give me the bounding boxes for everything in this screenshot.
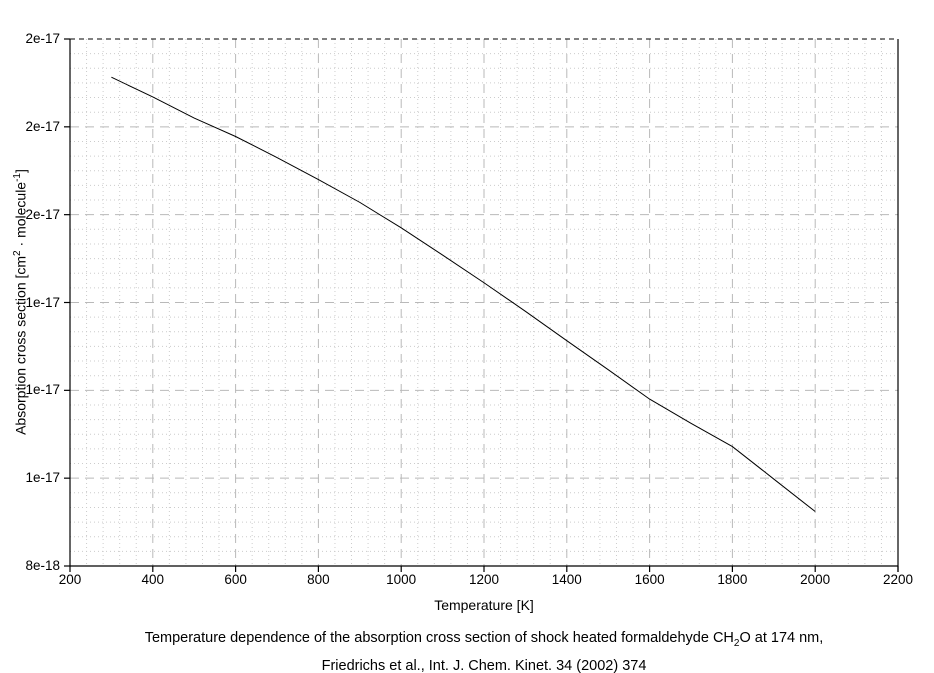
caption-line-2: Friedrichs et al., Int. J. Chem. Kinet. …	[321, 657, 647, 673]
x-tick-label-800: 800	[307, 572, 330, 587]
x-tick-label-2000: 2000	[800, 572, 831, 587]
y-tick-label-1: 1e-17	[25, 470, 60, 486]
y-tick-label-4: 2e-17	[25, 206, 60, 222]
x-tick-label-1000: 1000	[386, 572, 417, 587]
x-tick-label-400: 400	[141, 572, 165, 587]
caption-line-1-end: O at 174 nm,	[739, 630, 824, 646]
y-axis-title-text: Absorption cross section [cm	[12, 255, 29, 435]
y-axis-title-end: ]	[12, 169, 29, 173]
x-tick-label-600: 600	[224, 572, 247, 587]
y-axis-title-superscript-2: -1	[12, 173, 23, 182]
y-tick-label-3: 1e-17	[25, 294, 60, 310]
x-axis-title: Temperature [K]	[434, 597, 534, 613]
y-tick-label-6: 2e-17	[25, 31, 60, 46]
x-tick-label-1600: 1600	[634, 572, 665, 587]
caption-line-1: Temperature dependence of the absorption…	[70, 627, 898, 655]
x-tick-label-200: 200	[58, 572, 82, 587]
y-tick-label-2: 1e-17	[25, 382, 60, 398]
figure-caption: Temperature dependence of the absorption…	[70, 627, 898, 673]
x-tick-label-1200: 1200	[468, 572, 500, 587]
caption-line-1-text: Temperature dependence of the absorption…	[144, 630, 734, 646]
y-tick-label-0: 8e-18	[25, 558, 60, 573]
y-axis-title-mid: · molecule	[12, 181, 29, 251]
caption-ch2o-subscript: 2	[733, 637, 740, 649]
x-tick-label-2200: 2200	[882, 572, 914, 587]
y-tick-label-5: 2e-17	[25, 118, 60, 134]
y-axis-title: Absorption cross section [cm2 · molecule…	[12, 52, 32, 552]
data-curve-absorption-cross-section	[111, 76, 816, 512]
x-tick-label-1800: 1800	[717, 572, 748, 587]
y-axis-title-superscript: 2	[12, 250, 23, 256]
x-tick-label-1400: 1400	[551, 572, 582, 587]
